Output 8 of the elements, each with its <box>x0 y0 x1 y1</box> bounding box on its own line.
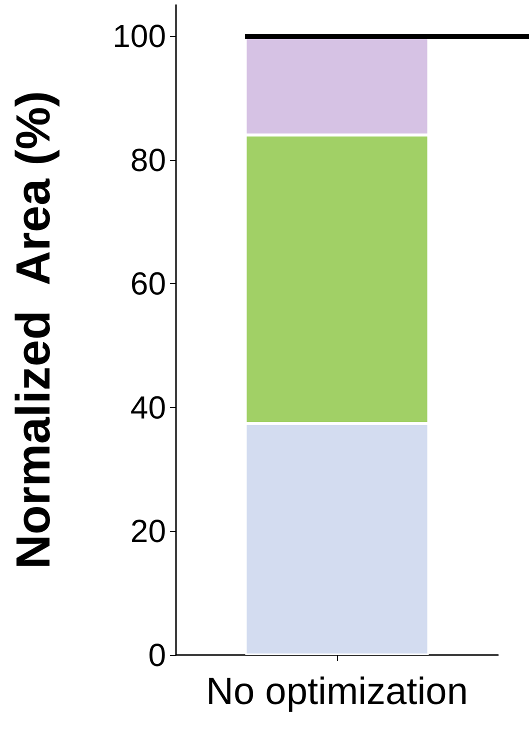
y-tick-label: 80 <box>130 142 166 178</box>
y-tick-label: 100 <box>112 18 166 54</box>
x-tick-label: No optimization <box>206 671 468 713</box>
y-axis-title: Normalized Area (%) <box>8 90 60 570</box>
y-tick-label: 60 <box>130 266 166 302</box>
y-tick-label: 40 <box>130 389 166 426</box>
y-tick-label: 0 <box>148 637 166 673</box>
y-tick-label: 20 <box>130 513 166 550</box>
